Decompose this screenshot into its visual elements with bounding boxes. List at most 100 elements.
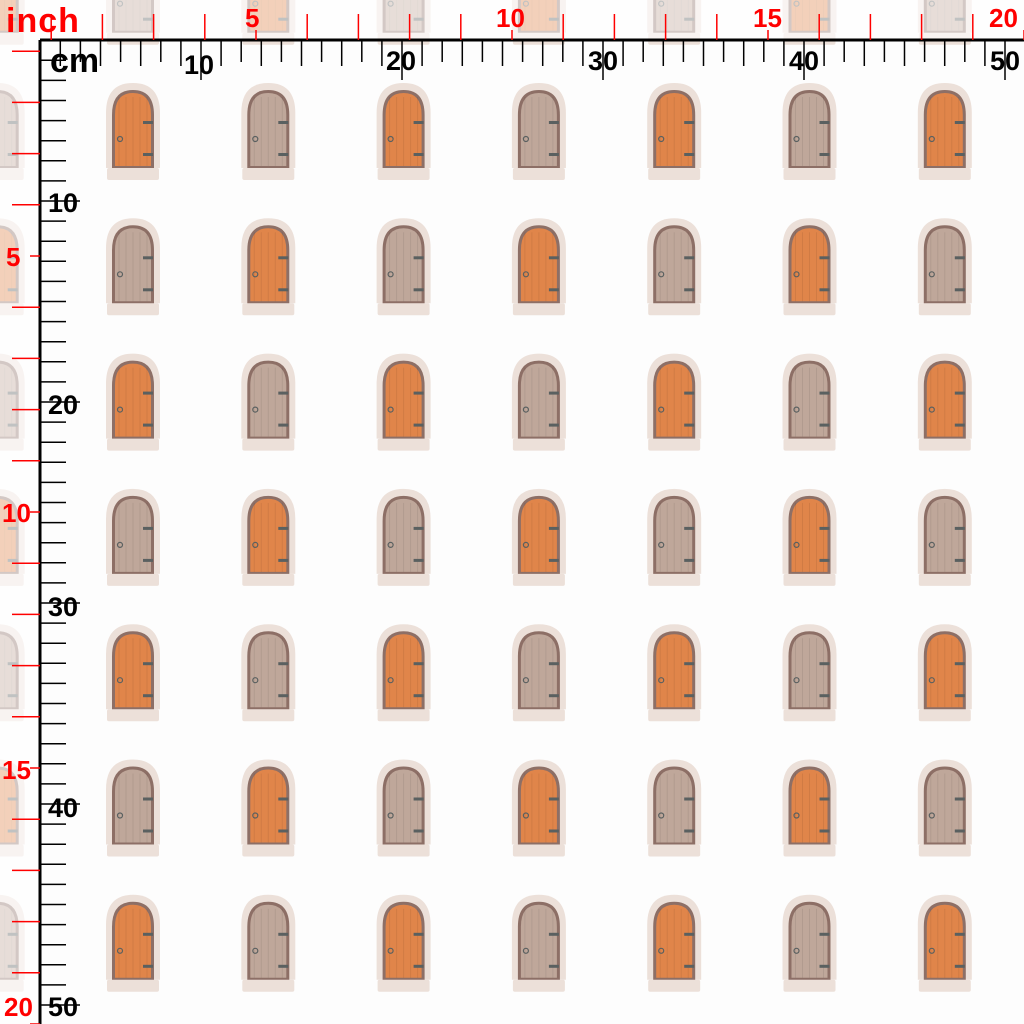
cm-top-label-30: 30 (588, 46, 619, 76)
hinge-icon (143, 932, 153, 936)
hinge-icon (954, 121, 965, 124)
cm-unit-label: cm (50, 42, 100, 80)
door-knocker-icon (928, 947, 935, 954)
hinge-icon (684, 558, 695, 562)
grey-door (511, 353, 566, 451)
hinge-icon (954, 662, 965, 666)
grey-door (917, 488, 972, 586)
grey-door (782, 624, 837, 722)
grey-door (782, 353, 837, 451)
hinge-icon (954, 153, 965, 156)
hinge-icon (143, 662, 153, 666)
cm-left-label-20: 20 (48, 390, 79, 420)
orange-door (241, 759, 296, 857)
hinge-icon (954, 256, 965, 260)
inch-left-label-15: 15 (2, 755, 31, 785)
hinge-icon (413, 153, 424, 156)
hinge-icon (684, 423, 695, 427)
hinge-icon (548, 423, 559, 427)
hinge-icon (954, 526, 965, 530)
door-knocker-icon (116, 947, 124, 954)
door-knocker-icon (793, 947, 800, 954)
inch-left-label-5: 5 (6, 242, 21, 272)
door-knocker-icon (252, 812, 259, 819)
orange-door (782, 488, 837, 586)
hinge-icon (954, 829, 965, 833)
door-knocker-icon (658, 812, 665, 819)
grey-door (106, 759, 160, 857)
hinge-icon (819, 153, 830, 156)
grey-door (106, 488, 160, 586)
hinge-icon (954, 288, 965, 292)
hinge-icon (548, 288, 559, 292)
door-knocker-icon (252, 947, 259, 954)
door-knocker-icon (387, 947, 394, 954)
hinge-icon (548, 153, 559, 156)
door-knocker-icon (928, 677, 935, 684)
hinge-icon (143, 288, 153, 292)
door-knocker-icon (116, 271, 124, 278)
orange-door (782, 218, 837, 316)
door-knocker-icon (793, 677, 800, 684)
hinge-icon (819, 964, 830, 968)
cm-top-label-20: 20 (386, 46, 417, 76)
hinge-icon (413, 829, 424, 833)
door-knocker-icon (522, 812, 530, 819)
grey-door (782, 894, 837, 992)
grey-door (241, 894, 296, 992)
hinge-icon (143, 391, 153, 395)
door-knocker-icon (252, 541, 259, 549)
hinge-icon (278, 932, 289, 936)
grey-door (511, 83, 566, 180)
hinge-icon (819, 829, 830, 833)
hinge-icon (548, 121, 559, 124)
door-knocker-icon (387, 541, 394, 549)
grey-door (241, 624, 296, 722)
grey-door (376, 759, 431, 857)
orange-door (106, 894, 160, 992)
hinge-icon (954, 391, 965, 395)
hinge-icon (954, 964, 965, 968)
hinge-icon (819, 526, 830, 530)
hinge-icon (954, 694, 965, 698)
hinge-icon (819, 694, 830, 698)
door-knocker-icon (116, 406, 124, 413)
orange-door (376, 894, 431, 992)
orange-door (106, 624, 160, 722)
door-knocker-icon (793, 541, 800, 549)
grey-door (106, 218, 160, 316)
hinge-icon (684, 829, 695, 833)
orange-door (917, 894, 972, 992)
hinge-icon (548, 964, 559, 968)
hinge-icon (278, 256, 289, 260)
cm-top-label-50: 50 (990, 46, 1021, 76)
hinge-icon (548, 256, 559, 260)
hinge-icon (684, 662, 695, 666)
door-knocker-icon (658, 677, 665, 684)
hinge-icon (143, 423, 153, 427)
door-knocker-icon (658, 541, 665, 549)
door-knocker-icon (658, 271, 665, 278)
hinge-icon (684, 526, 695, 530)
hinge-icon (143, 964, 153, 968)
door-knocker-icon (928, 135, 935, 143)
door-knocker-icon (522, 271, 530, 278)
inch-top-label-20: 20 (989, 3, 1018, 33)
orange-door (241, 488, 296, 586)
hinge-icon (278, 526, 289, 530)
door-knocker-icon (793, 135, 800, 143)
door-knocker-icon (522, 406, 530, 413)
door-knocker-icon (252, 271, 259, 278)
grey-door (917, 218, 972, 316)
inch-top-label-10: 10 (496, 3, 525, 33)
cm-left-label-40: 40 (48, 793, 79, 823)
inch-left-label-20: 20 (4, 992, 33, 1022)
cm-top-label-40: 40 (789, 46, 820, 76)
grey-door (241, 353, 296, 451)
door-knocker-icon (522, 541, 530, 549)
hinge-icon (819, 662, 830, 666)
hinge-icon (548, 526, 559, 530)
cm-left-label-50: 50 (48, 992, 79, 1022)
hinge-icon (819, 558, 830, 562)
door-knocker-icon (387, 406, 394, 413)
